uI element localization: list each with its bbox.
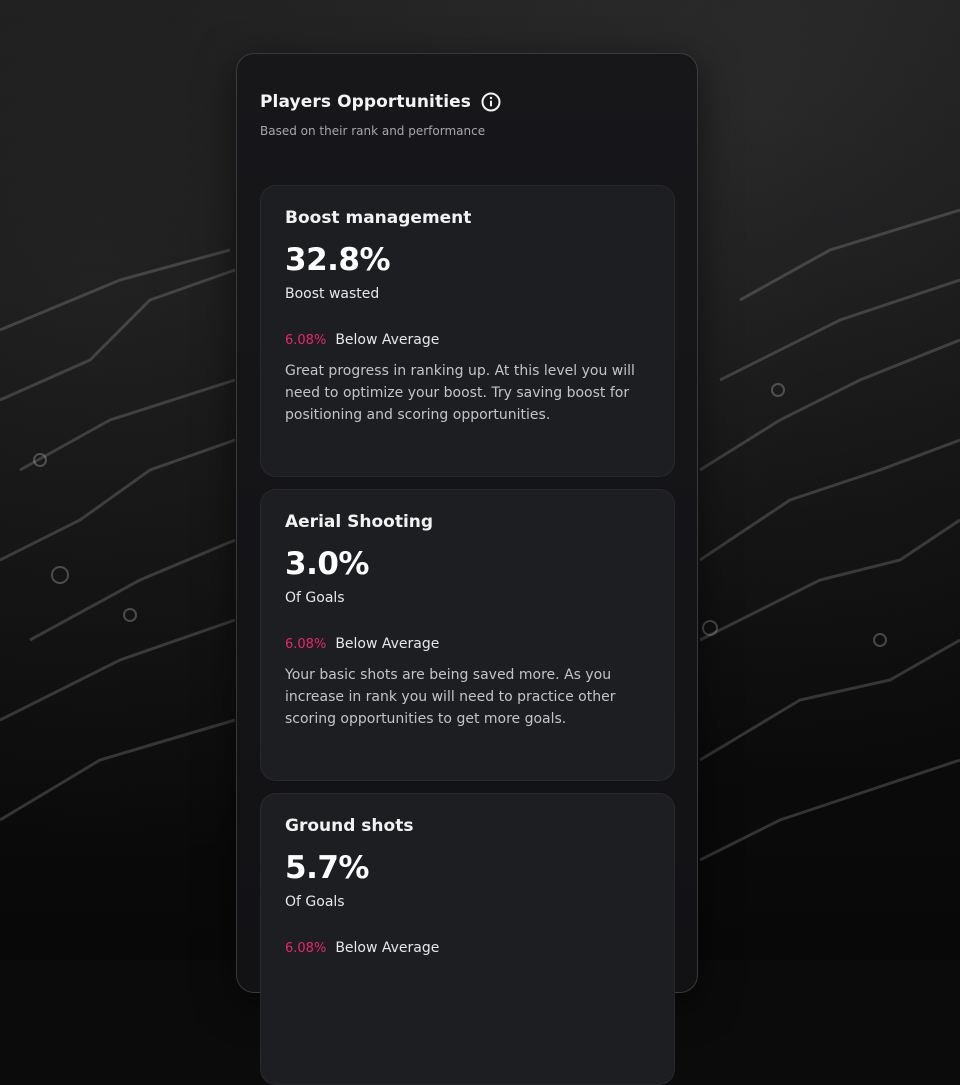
- player-opportunities-panel: Players Opportunities Based on their ran…: [236, 53, 698, 1085]
- info-icon[interactable]: [481, 92, 501, 112]
- card-title: Aerial Shooting: [285, 512, 434, 532]
- opportunity-card-aerial-shooting[interactable]: Aerial Shooting 3.0% Of Goals 6.08% Belo…: [260, 489, 675, 781]
- card-description: Great progress in ranking up. At this le…: [285, 363, 635, 423]
- panel-subtitle: Based on their rank and performance: [260, 124, 486, 138]
- card-comparison: 6.08% Below Average: [285, 332, 650, 348]
- card-unit: Of Goals: [285, 894, 345, 910]
- panel-header: Players Opportunities Based on their ran…: [260, 92, 501, 138]
- card-title: Ground shots: [285, 816, 414, 836]
- panel-title-row: Players Opportunities: [260, 92, 501, 112]
- card-comparison: 6.08% Below Average: [285, 940, 650, 956]
- panel-title: Players Opportunities: [260, 92, 471, 112]
- opportunity-card-ground-shots[interactable]: Ground shots 5.7% Of Goals 6.08% Below A…: [260, 793, 675, 1085]
- comparison-percent: 6.08%: [285, 333, 327, 348]
- card-unit: Boost wasted: [285, 286, 380, 302]
- card-unit: Of Goals: [285, 590, 345, 606]
- card-description: Your basic shots are being saved more. A…: [285, 667, 616, 727]
- comparison-percent: 6.08%: [285, 637, 327, 652]
- card-value: 3.0%: [285, 546, 369, 582]
- comparison-label: Below Average: [335, 940, 440, 956]
- opportunity-card-boost-management[interactable]: Boost management 32.8% Boost wasted 6.08…: [260, 185, 675, 477]
- card-title: Boost management: [285, 208, 472, 228]
- comparison-label: Below Average: [335, 332, 440, 348]
- card-value: 5.7%: [285, 850, 369, 886]
- comparison-percent: 6.08%: [285, 941, 327, 956]
- info-icon-svg: [481, 92, 501, 112]
- card-value: 32.8%: [285, 242, 391, 278]
- comparison-label: Below Average: [335, 636, 440, 652]
- circuit-pattern: [0, 208, 960, 862]
- card-comparison: 6.08% Below Average: [285, 636, 650, 652]
